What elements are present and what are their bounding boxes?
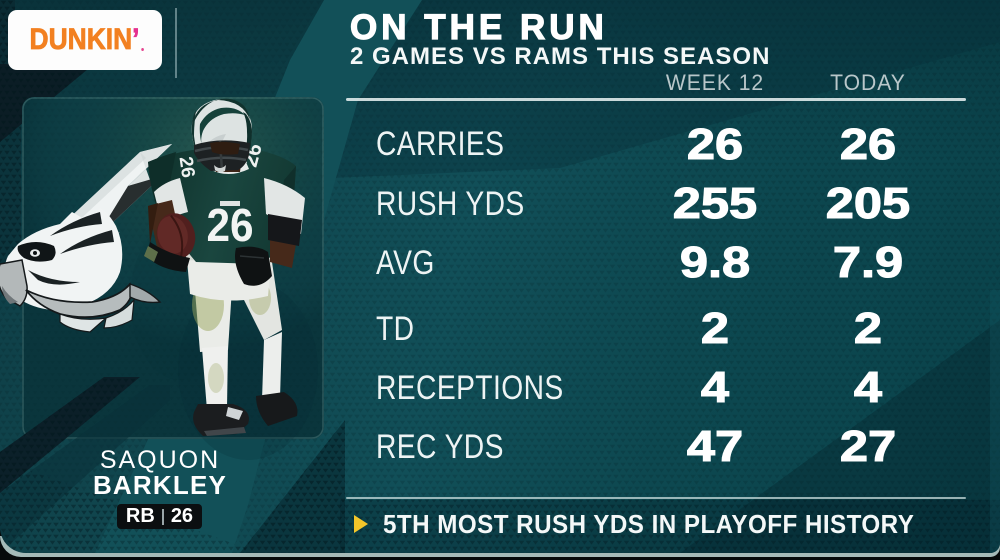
svg-text:26: 26 xyxy=(206,200,253,251)
svg-text:26: 26 xyxy=(175,155,199,179)
